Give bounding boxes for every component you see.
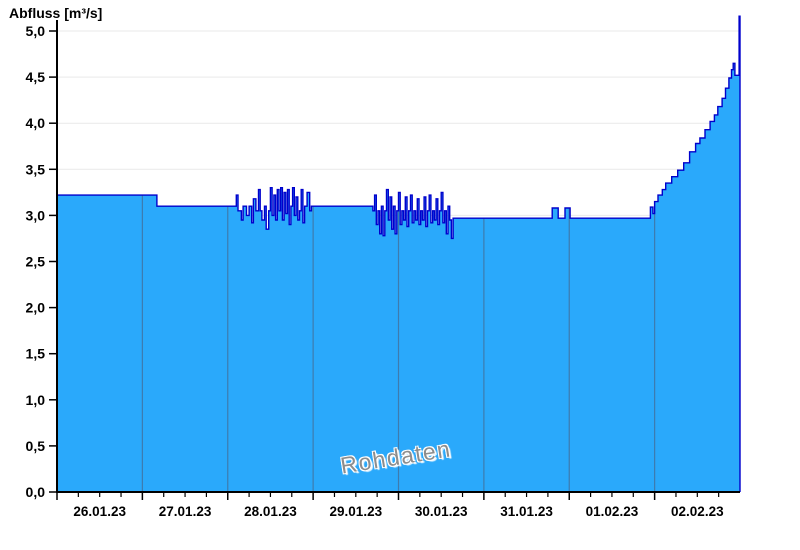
x-day-label: 30.01.23 [415, 504, 468, 519]
x-day-label: 31.01.23 [500, 504, 553, 519]
x-day-label: 28.01.23 [244, 504, 297, 519]
y-tick-label: 0,5 [26, 438, 46, 454]
x-day-label: 29.01.23 [330, 504, 383, 519]
y-tick-label: 2,5 [26, 254, 46, 270]
y-tick-label: 4,5 [26, 69, 46, 85]
y-tick-label: 1,5 [26, 346, 46, 362]
y-tick-label: 1,0 [26, 392, 46, 408]
y-tick-label: 3,0 [26, 207, 46, 223]
chart-title: Abfluss [m³/s] [9, 5, 103, 21]
y-tick-label: 0,0 [26, 484, 46, 500]
x-day-label: 02.02.23 [671, 504, 724, 519]
x-day-label: 27.01.23 [159, 504, 212, 519]
x-day-label: 01.02.23 [586, 504, 639, 519]
y-tick-label: 5,0 [26, 23, 46, 39]
data-line [57, 15, 741, 492]
x-day-label: 26.01.23 [73, 504, 126, 519]
y-tick-label: 2,0 [26, 300, 46, 316]
y-tick-label: 3,5 [26, 161, 46, 177]
y-tick-label: 4,0 [26, 115, 46, 131]
